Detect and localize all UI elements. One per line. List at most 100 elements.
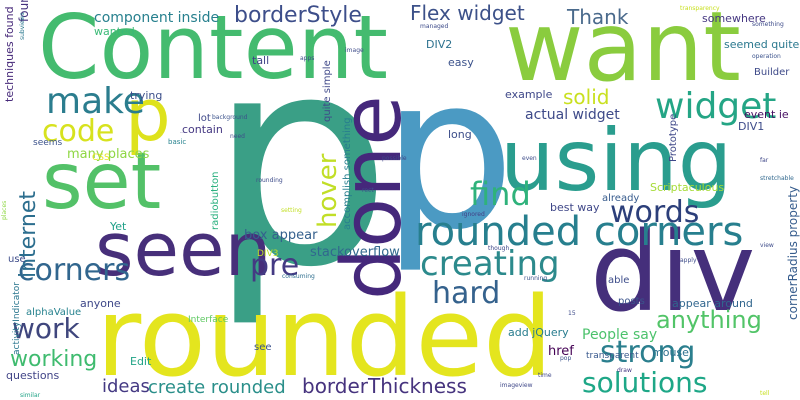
word-edit: Edit xyxy=(130,355,152,368)
word-consuming: consuming xyxy=(282,273,315,280)
word-div3: DIV3 xyxy=(257,249,278,259)
word-pre: pre xyxy=(250,248,299,283)
word-quite-simple: quite simple xyxy=(322,60,333,122)
word-ignored: ignored xyxy=(462,211,485,218)
word-seen: seen xyxy=(95,207,272,293)
word-borderstyle: borderStyle xyxy=(234,3,362,28)
word-hard: hard xyxy=(432,276,500,311)
word-transparency: transparency xyxy=(680,5,720,12)
word-pop: pop xyxy=(560,355,571,362)
word-href: href xyxy=(548,344,574,359)
word-ideas: ideas xyxy=(102,376,150,397)
word-p-large: p xyxy=(208,0,392,331)
word-rect: rect xyxy=(362,187,374,194)
word-able: able xyxy=(608,275,629,286)
word-image: image xyxy=(345,47,364,54)
word-corners: corners xyxy=(18,253,130,288)
word-similar: similar xyxy=(20,392,41,399)
word-work: work xyxy=(12,312,81,345)
word-find: find xyxy=(470,175,531,213)
word-create-rounded: create rounded xyxy=(148,377,286,398)
word-p-yellow: p xyxy=(125,73,171,157)
word-possible: possible xyxy=(382,155,407,162)
word-div2: DIV2 xyxy=(426,38,452,51)
word-accomplish-something: accomplish something xyxy=(342,117,353,230)
word-see: see xyxy=(254,342,272,353)
word-stackoverflow: stackoverflow xyxy=(310,245,400,260)
word-seems: seems xyxy=(33,138,63,148)
word-use: use xyxy=(8,254,26,265)
word-words: words xyxy=(610,195,699,230)
word-easy: easy xyxy=(448,56,474,69)
word-set: set xyxy=(42,137,161,227)
word-example: example xyxy=(505,88,553,101)
word-borderthickness: borderThickness xyxy=(302,374,467,398)
word-apply: apply xyxy=(680,257,697,264)
word-cornerradius-property: cornerRadius property xyxy=(786,186,800,320)
word-anyone: anyone xyxy=(80,297,121,310)
word-tall: tall xyxy=(252,54,269,67)
word-box-appear: box appear xyxy=(244,228,318,243)
word-imageview: imageview xyxy=(500,382,533,389)
word-builder: Builder xyxy=(754,67,790,78)
word-already: already xyxy=(602,193,639,204)
word-need: need xyxy=(230,133,245,140)
word-questions: questions xyxy=(6,369,60,382)
word-far: far xyxy=(760,157,769,164)
word-wanted: wanted xyxy=(94,25,135,38)
word-time: time xyxy=(538,372,552,379)
word-p-second: p xyxy=(382,31,515,276)
word-seemed-quite: seemed quite xyxy=(724,38,800,51)
word-techniques-found: techniques found xyxy=(3,6,16,102)
word-yet: Yet xyxy=(109,220,127,233)
word-interface: Interface xyxy=(188,315,229,325)
word-alphavalue: alphaValue xyxy=(26,307,81,318)
word-rounding: rounding xyxy=(256,177,283,184)
word-rounded: rounded xyxy=(96,273,553,400)
word-though: though xyxy=(488,245,509,252)
word-working: working xyxy=(10,347,97,372)
word-component-inside: component inside xyxy=(94,10,219,26)
word-flex-widget: Flex widget xyxy=(410,1,525,25)
word-apps: apps xyxy=(300,55,314,62)
word-strong: strong xyxy=(600,335,695,370)
word-subviews: subviews xyxy=(19,12,26,40)
word-posts: posts xyxy=(618,296,645,307)
word-internet: internet xyxy=(16,191,41,278)
word-widget: widget xyxy=(655,86,776,127)
word-prototype: Prototype xyxy=(668,114,679,162)
word-even: even xyxy=(522,155,537,162)
word-hover: hover xyxy=(313,153,343,228)
word-content: Content xyxy=(38,0,388,99)
word-tell: tell xyxy=(760,390,770,397)
word-operation: operation xyxy=(752,53,781,60)
word-background: background xyxy=(212,114,248,121)
word-anything: anything xyxy=(656,306,762,334)
word-best-way: best way xyxy=(550,201,600,214)
word-somewhere: somewhere xyxy=(702,12,766,25)
word-appear-around: appear around xyxy=(672,297,753,310)
word-managed: managed xyxy=(420,23,449,30)
word-make: make xyxy=(46,81,145,122)
word-lot: lot xyxy=(198,113,211,124)
word-solid: solid xyxy=(563,85,609,109)
word-thank: Thank xyxy=(566,5,629,29)
word-contain-small: contain xyxy=(180,131,184,134)
word-activityindicator: activityIndicator xyxy=(12,282,22,355)
word-add-jquery: add jQuery xyxy=(508,326,569,339)
word-people-say: People say xyxy=(582,327,657,343)
word-actual-widget: actual widget xyxy=(525,107,620,123)
word-places: places xyxy=(1,201,8,220)
word-done: done xyxy=(325,95,420,300)
word-basic: basic xyxy=(168,138,186,146)
word-transparent: transparent xyxy=(586,351,639,361)
word-want: want xyxy=(505,0,741,103)
word-15: 15 xyxy=(568,310,576,317)
word-contain: contain xyxy=(182,123,223,136)
word-scriptaculous: Scriptaculous xyxy=(650,181,724,194)
word-code: code xyxy=(42,114,114,149)
word-draw: draw xyxy=(617,367,632,374)
word-many-places: many places xyxy=(67,147,150,162)
word-css: CSS xyxy=(92,153,110,163)
